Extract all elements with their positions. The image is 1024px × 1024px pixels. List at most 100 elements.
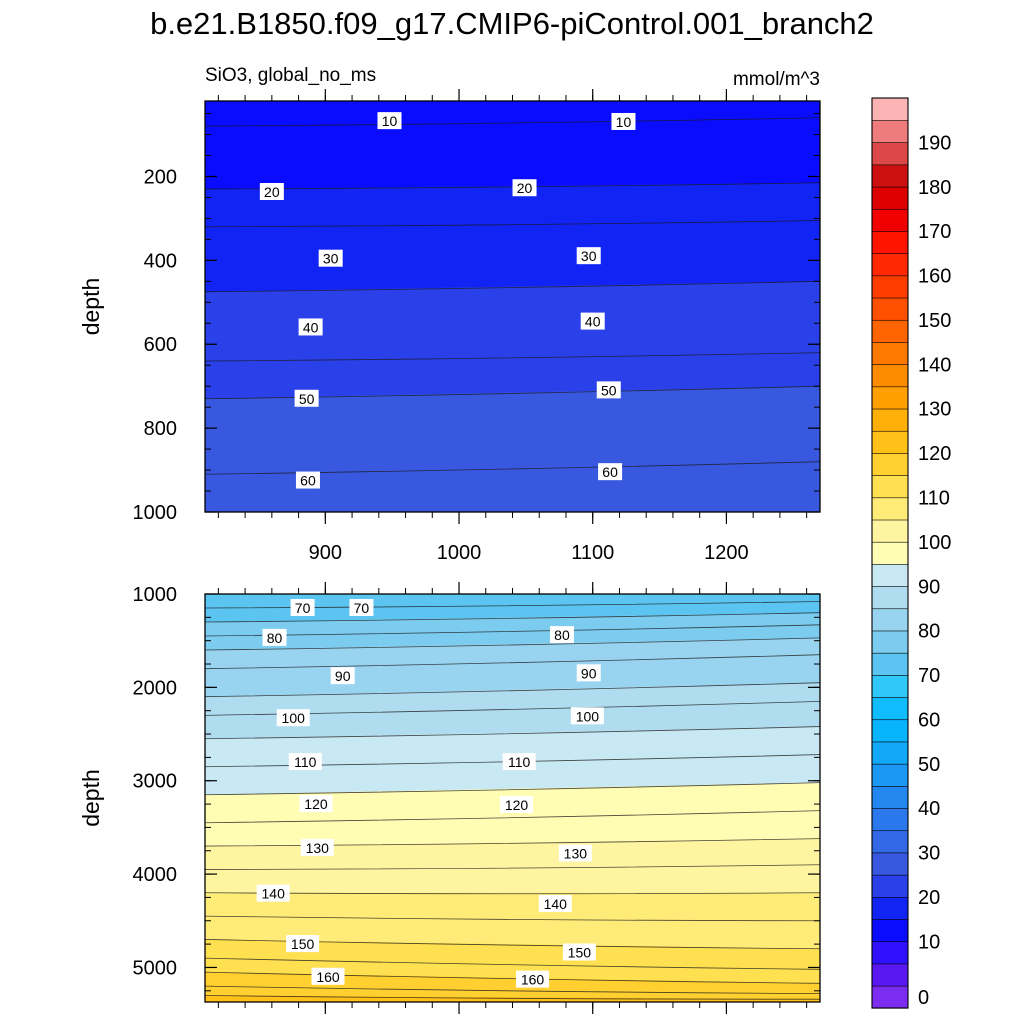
colorbar-swatch (871, 852, 909, 876)
colorbar-swatch (871, 319, 909, 343)
contour-line (205, 957, 820, 970)
svg-text:60: 60 (602, 464, 618, 480)
contour-line (205, 995, 820, 1000)
contour-line (205, 637, 820, 651)
colorbar-label: 10 (918, 931, 940, 953)
contour-label: 160 (311, 967, 345, 985)
svg-text:70: 70 (295, 600, 311, 616)
svg-text:120: 120 (304, 796, 328, 812)
colorbar-swatch (871, 696, 909, 721)
colorbar-label: 50 (918, 754, 940, 776)
variable-label: SiO3, global_no_ms (205, 65, 376, 86)
y-tick-label: 400 (144, 250, 177, 272)
svg-text:10: 10 (382, 113, 398, 129)
svg-text:70: 70 (354, 600, 370, 616)
svg-text:80: 80 (267, 630, 283, 646)
colorbar-label: 60 (918, 709, 940, 731)
contour-label: 150 (562, 943, 596, 961)
contour-label: 130 (558, 844, 592, 862)
contour-label: 160 (516, 970, 550, 988)
svg-text:130: 130 (564, 846, 588, 862)
y-tick-label: 4000 (133, 864, 178, 886)
contour-label: 20 (512, 179, 537, 197)
contour-label: 140 (256, 884, 290, 902)
colorbar-label: 30 (918, 843, 940, 865)
contour-line (205, 280, 820, 293)
colorbar-label: 150 (918, 310, 951, 332)
colorbar-label: 170 (918, 221, 951, 243)
upper-panel: 10 10 20 20 30 30 40 40 50 50 60 60 200 400 600 800 1000… (78, 89, 821, 564)
contour-label: 60 (598, 463, 623, 481)
colorbar-swatch (871, 719, 909, 743)
colorbar-swatch (871, 475, 909, 499)
svg-text:30: 30 (581, 248, 597, 264)
contour-line (205, 810, 820, 824)
colorbar-swatch (871, 430, 909, 454)
svg-text:160: 160 (521, 972, 545, 988)
contour-label: 80 (262, 628, 287, 646)
colorbar-swatch (871, 386, 909, 410)
contour-label: 50 (294, 389, 319, 407)
colorbar-swatch (871, 608, 909, 632)
contour-line (205, 782, 820, 796)
contour-label: 10 (377, 112, 402, 130)
contour-label: 10 (611, 112, 636, 130)
svg-text:50: 50 (601, 382, 617, 398)
colorbar-swatch (871, 519, 909, 543)
contour-label: 80 (549, 626, 574, 644)
contour-label: 50 (596, 381, 621, 399)
svg-text:130: 130 (306, 840, 330, 856)
colorbar-swatch (871, 830, 909, 854)
colorbar-label: 100 (918, 532, 951, 554)
contour-label: 90 (576, 664, 601, 682)
contour-line (205, 654, 820, 670)
contour-line (205, 682, 820, 698)
svg-text:160: 160 (316, 969, 340, 985)
colorbar-swatch (871, 896, 909, 920)
colorbar-swatch (871, 164, 909, 188)
colorbar-label: 40 (918, 798, 940, 820)
x-tick-label: 1100 (571, 542, 614, 564)
contour-line (205, 838, 820, 847)
colorbar-frame (871, 97, 909, 1009)
svg-text:150: 150 (568, 945, 592, 961)
contour-line (205, 117, 820, 127)
contour-label: 140 (538, 894, 572, 912)
colorbar-swatch (871, 985, 909, 1009)
x-axis (217, 582, 808, 1014)
colorbar-swatch (871, 497, 909, 521)
colorbar-swatch (871, 275, 909, 299)
contour-label: 70 (349, 599, 374, 617)
contour-label: 30 (576, 247, 601, 265)
contour-line (205, 624, 820, 637)
contour-label: 110 (288, 753, 322, 771)
colorbar-swatch (871, 941, 909, 965)
colorbar-label: 90 (918, 576, 940, 598)
contour-label: 30 (318, 249, 343, 267)
colorbar-swatch (871, 230, 909, 254)
contour-label: 60 (295, 471, 320, 489)
y-axis: 200 400 600 800 1000 (133, 113, 820, 524)
contour-label: 90 (330, 667, 355, 685)
colorbar-label: 180 (918, 177, 951, 199)
colorbar-swatch (871, 741, 909, 765)
colorbar-swatch (871, 652, 909, 676)
colorbar-swatch (871, 963, 909, 987)
colorbar-label: 190 (918, 132, 951, 154)
y-tick-label: 800 (144, 418, 177, 440)
colorbar-label: 160 (918, 266, 951, 288)
contour-band (205, 461, 820, 512)
svg-text:80: 80 (554, 627, 570, 643)
svg-text:90: 90 (581, 665, 597, 681)
colorbar-swatch (871, 364, 909, 388)
units-label: mmol/m^3 (733, 69, 820, 90)
colorbar-swatch (871, 208, 909, 232)
x-tick-label: 900 (309, 542, 342, 564)
colorbar-swatch (871, 630, 909, 654)
svg-text:110: 110 (508, 754, 531, 770)
colorbar-swatch (871, 408, 909, 432)
y-axis-title: depth (78, 278, 104, 336)
svg-text:30: 30 (323, 251, 339, 267)
colorbar-swatch (871, 297, 909, 321)
